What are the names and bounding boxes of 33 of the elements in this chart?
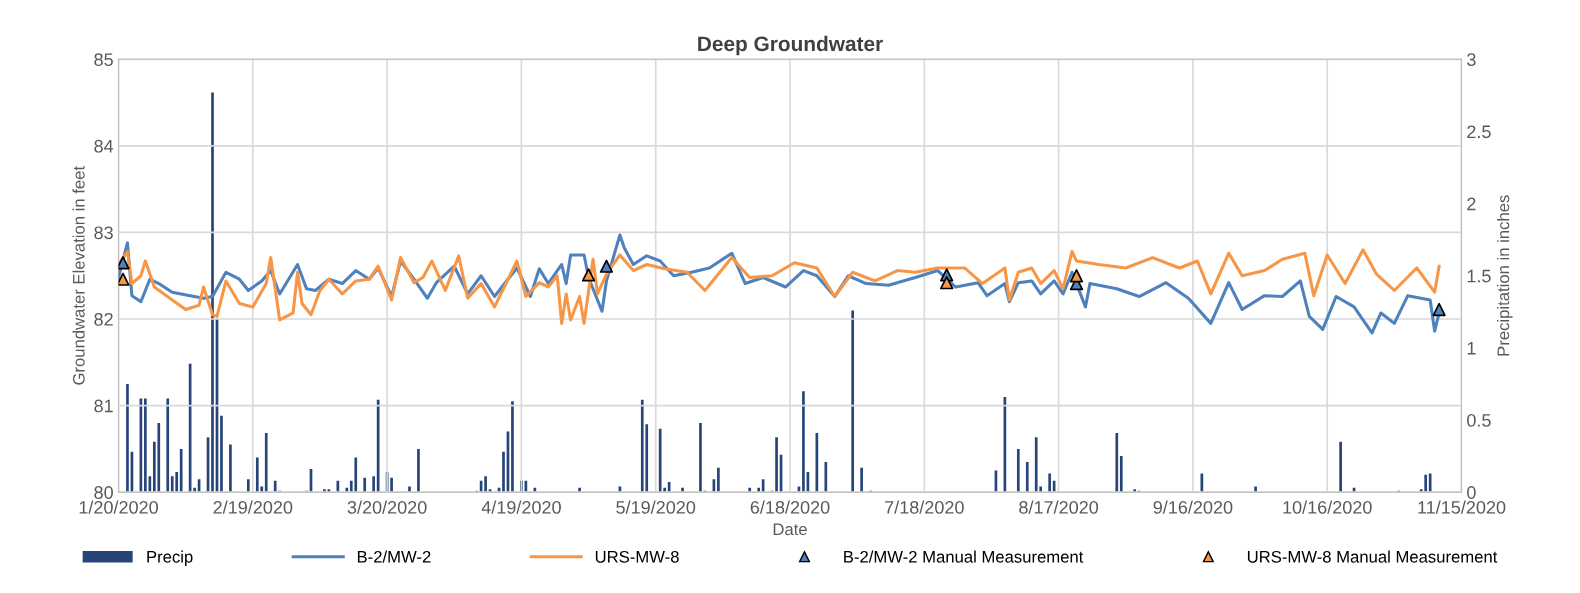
legend-label: URS-MW-8 Manual Measurement <box>1247 550 1498 563</box>
y-tick-label: 81 <box>94 399 113 413</box>
y-tick-label: 84 <box>94 139 114 153</box>
x-axis-title: Date <box>773 523 807 536</box>
y-tick-label: 83 <box>94 226 113 240</box>
legend-label: B-2/MW-2 <box>357 550 431 563</box>
y2-tick-label: 1 <box>1467 342 1476 355</box>
x-tick-label: 11/15/2020 <box>1418 500 1506 514</box>
legend-label: URS-MW-8 <box>595 550 679 563</box>
y-tick-label: 85 <box>94 53 113 67</box>
y-tick-label: 80 <box>94 486 113 499</box>
y2-tick-label: 3 <box>1467 53 1476 67</box>
x-tick-label: 7/18/2020 <box>885 500 964 514</box>
y2-tick-label: 2.5 <box>1467 125 1491 139</box>
y2-tick-label: 0.5 <box>1467 413 1491 427</box>
x-tick-label: 9/16/2020 <box>1153 500 1233 514</box>
x-tick-label: 10/16/2020 <box>1283 500 1372 514</box>
x-tick-label: 2/19/2020 <box>213 500 293 514</box>
y-tick-label: 82 <box>94 312 113 326</box>
y2-tick-label: 1.5 <box>1467 269 1491 283</box>
x-tick-label: 5/19/2020 <box>616 500 696 514</box>
y-axis-title: Groundwater Elevation in feet <box>72 166 85 385</box>
y2-tick-label: 0 <box>1467 486 1476 499</box>
y2-axis-title: Precipitation in inches <box>1497 195 1513 356</box>
legend-label: Precip <box>147 550 193 567</box>
x-tick-label: 1/20/2020 <box>79 500 158 514</box>
x-tick-label: 3/20/2020 <box>347 500 427 514</box>
legend-label: B-2/MW-2 Manual Measurement <box>844 550 1084 563</box>
x-tick-label: 4/19/2020 <box>481 500 561 514</box>
chart-title: Deep Groundwater <box>698 35 883 56</box>
y2-tick-label: 2 <box>1467 197 1476 211</box>
x-tick-label: 6/18/2020 <box>750 500 830 514</box>
x-tick-label: 8/17/2020 <box>1019 500 1099 514</box>
